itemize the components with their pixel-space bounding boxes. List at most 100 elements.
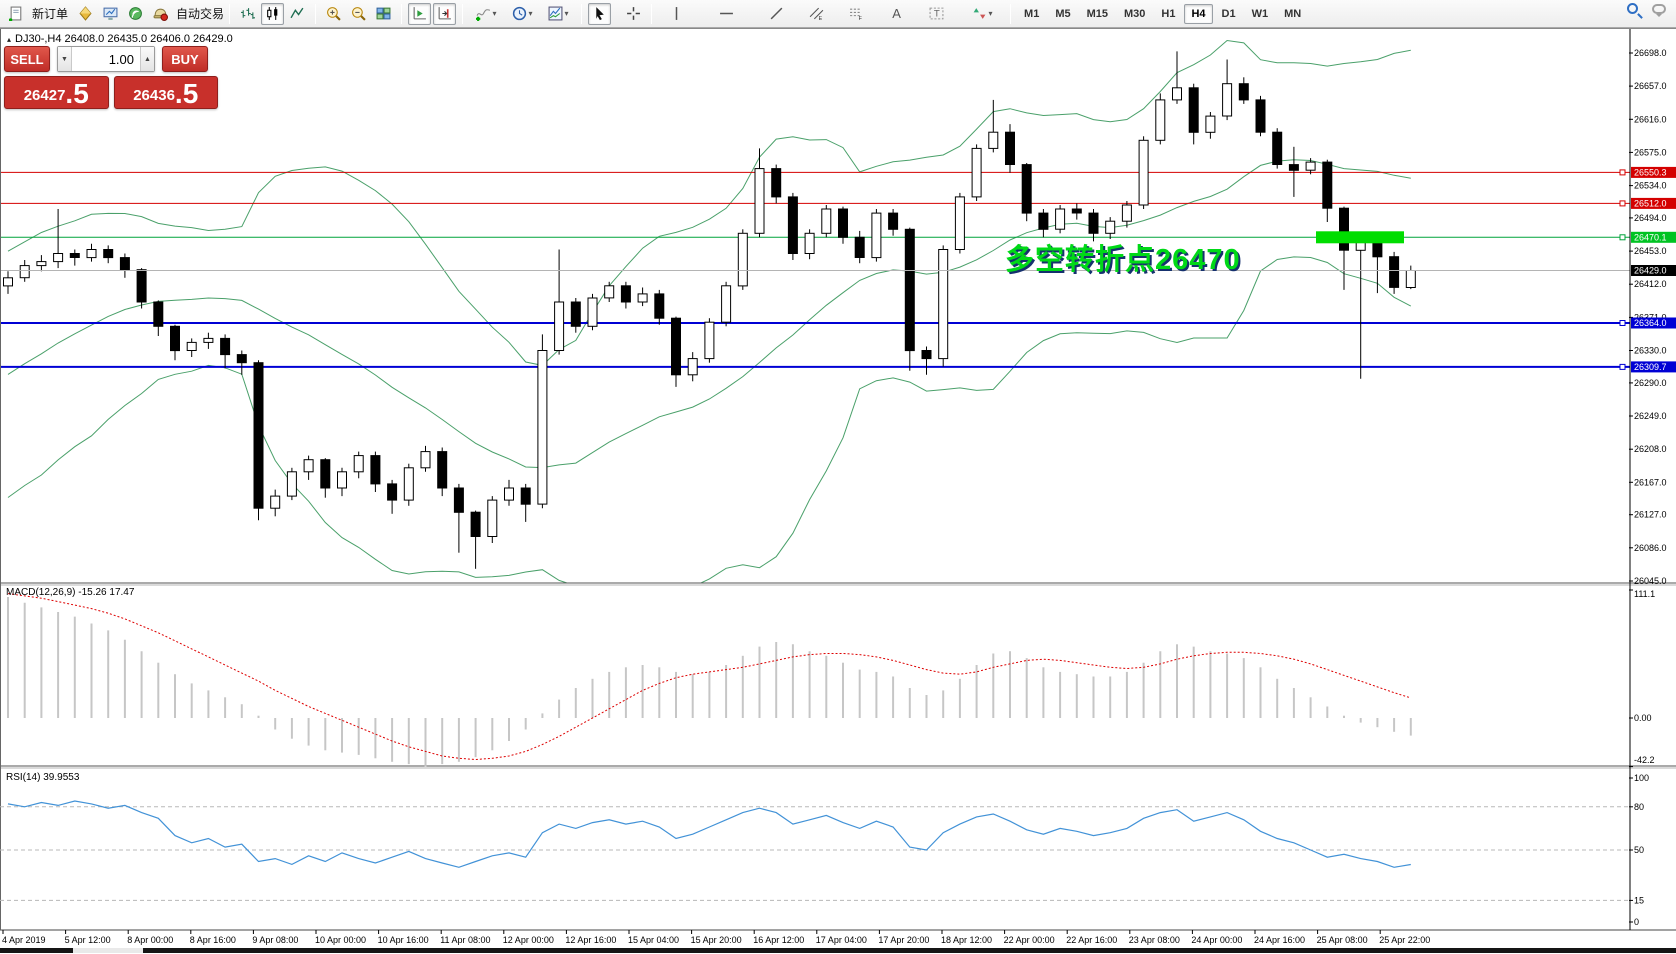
new-order-label[interactable]: 新订单 <box>32 7 69 21</box>
svg-text:17 Apr 04:00: 17 Apr 04:00 <box>816 935 867 945</box>
buy-price-display[interactable]: 26436.5 <box>113 76 218 109</box>
toolbar-separator <box>401 3 403 24</box>
line-handle[interactable] <box>1619 200 1626 207</box>
annotation-rectangle[interactable] <box>1316 231 1404 244</box>
symbol-ohlc-text: DJ30-,H4 26408.0 26435.0 26406.0 26429.0 <box>15 33 233 45</box>
chart-shift-icon <box>438 7 451 20</box>
toolbar-separator <box>1010 3 1012 24</box>
text-label-tool[interactable]: T <box>925 3 948 25</box>
bar-chart-icon <box>241 8 256 19</box>
macd-indicator-label: MACD(12,26,9) -15.26 17.47 <box>6 587 135 598</box>
tf-D1[interactable]: D1 <box>1221 7 1236 20</box>
arrows-tool[interactable]: ▾ <box>965 3 999 25</box>
text-tool-a-glyph: A <box>892 6 901 21</box>
template-icon <box>548 6 562 21</box>
horizontal-line-icon <box>720 12 733 15</box>
vertical-line-tool[interactable] <box>665 3 688 25</box>
chat-icon[interactable] <box>1652 3 1666 17</box>
svg-text:15 Apr 04:00: 15 Apr 04:00 <box>628 935 679 945</box>
add-indicator-button[interactable]: ▾ <box>469 3 503 25</box>
tf-M5[interactable]: M5 <box>1055 7 1071 20</box>
auto-scroll-button[interactable] <box>408 2 432 25</box>
tf-MN[interactable]: MN <box>1284 7 1302 20</box>
svg-text:10 Apr 16:00: 10 Apr 16:00 <box>378 935 429 945</box>
sell-button[interactable]: SELL <box>4 46 50 72</box>
svg-text:18 Apr 12:00: 18 Apr 12:00 <box>941 935 992 945</box>
candlestick-chart-button[interactable] <box>261 2 285 25</box>
svg-text:26429.0: 26429.0 <box>1634 266 1667 276</box>
cursor-icon <box>596 7 604 21</box>
text-tool[interactable]: A <box>885 3 908 25</box>
sell-price-display[interactable]: 26427.5 <box>4 76 109 109</box>
gold-diamond-icon <box>79 6 92 21</box>
svg-text:26309.7: 26309.7 <box>1634 362 1667 372</box>
svg-text:12 Apr 00:00: 12 Apr 00:00 <box>503 935 554 945</box>
svg-text:80: 80 <box>1634 802 1644 812</box>
buy-button[interactable]: BUY <box>162 46 208 72</box>
svg-text:26470.1: 26470.1 <box>1634 232 1667 242</box>
svg-text:26616.0: 26616.0 <box>1634 114 1667 124</box>
tf-M1[interactable]: M1 <box>1024 7 1040 20</box>
autotrading-label[interactable]: 自动交易 <box>176 7 225 21</box>
svg-text:26494.0: 26494.0 <box>1634 213 1667 223</box>
svg-text:-42.2: -42.2 <box>1634 755 1655 765</box>
svg-text:11 Apr 08:00: 11 Apr 08:00 <box>440 935 490 945</box>
svg-text:26167.0: 26167.0 <box>1634 477 1667 487</box>
autotrading-button[interactable] <box>149 3 172 25</box>
collapse-arrow-icon[interactable]: ▴ <box>7 35 12 44</box>
tf-W1[interactable]: W1 <box>1251 7 1269 20</box>
tile-windows-icon <box>376 7 391 20</box>
zoom-in-button[interactable] <box>322 3 345 25</box>
metaeditor-button[interactable] <box>74 3 97 25</box>
svg-text:22 Apr 00:00: 22 Apr 00:00 <box>1004 935 1055 945</box>
horizontal-lines[interactable] <box>0 169 1630 370</box>
tf-M30[interactable]: M30 <box>1124 7 1146 20</box>
rsi-indicator-label: RSI(14) 39.9553 <box>6 772 80 783</box>
signals-button[interactable] <box>124 3 147 25</box>
symbol-header[interactable]: ▴ DJ30-,H4 26408.0 26435.0 26406.0 26429.… <box>7 33 233 45</box>
search-icon[interactable] <box>1627 3 1638 14</box>
zoom-out-button[interactable] <box>347 3 370 25</box>
templates-button[interactable]: ▾ <box>541 3 575 25</box>
line-handle[interactable] <box>1619 234 1626 241</box>
svg-text:24 Apr 16:00: 24 Apr 16:00 <box>1254 935 1305 945</box>
svg-text:111.1: 111.1 <box>1634 589 1655 599</box>
tile-windows-button[interactable] <box>372 3 395 25</box>
scrollbar-thumb[interactable] <box>73 948 143 953</box>
line-chart-button[interactable] <box>286 3 309 25</box>
tf-H4[interactable]: H4 <box>1184 3 1213 24</box>
svg-text:22 Apr 16:00: 22 Apr 16:00 <box>1066 935 1117 945</box>
trendline-tool[interactable] <box>765 3 788 25</box>
volume-increase-button[interactable]: ▲ <box>140 47 154 71</box>
tf-M15[interactable]: M15 <box>1086 7 1108 20</box>
terminal-button[interactable] <box>99 3 122 25</box>
svg-text:26364.0: 26364.0 <box>1634 318 1667 328</box>
bar-chart-button[interactable] <box>236 3 259 25</box>
clock-icon <box>512 6 526 21</box>
tf-H1[interactable]: H1 <box>1161 7 1176 20</box>
svg-text:25 Apr 08:00: 25 Apr 08:00 <box>1317 935 1368 945</box>
fibonacci-tool[interactable]: F <box>845 3 868 25</box>
volume-input[interactable] <box>72 47 140 71</box>
svg-text:26575.0: 26575.0 <box>1634 147 1667 157</box>
chart-annotation-text[interactable]: 多空转折点26470 <box>1005 244 1241 276</box>
horizontal-scrollbar[interactable] <box>0 948 1676 953</box>
crosshair-tool-button[interactable] <box>622 3 645 25</box>
cursor-tool-button[interactable] <box>588 2 612 25</box>
channel-tool[interactable]: E <box>805 3 828 25</box>
periods-button[interactable]: ▾ <box>505 3 539 25</box>
line-handle[interactable] <box>1619 320 1626 326</box>
line-handle[interactable] <box>1619 363 1626 370</box>
timeframe-strip: M1 M5 M15 M30 H1 H4 D1 W1 MN <box>1016 3 1309 24</box>
horizontal-line-tool[interactable] <box>715 3 738 25</box>
dropdown-arrow-icon: ▾ <box>492 9 497 18</box>
line-handle[interactable] <box>1619 169 1626 176</box>
svg-text:0.00: 0.00 <box>1634 713 1652 723</box>
svg-text:F: F <box>859 16 863 21</box>
volume-decrease-button[interactable]: ▼ <box>58 47 72 71</box>
new-order-button[interactable] <box>5 3 28 25</box>
svg-text:26330.0: 26330.0 <box>1634 346 1667 356</box>
macd-signal-line <box>7 593 1411 761</box>
chart-shift-button[interactable] <box>433 2 457 25</box>
main-toolbar: 新订单 自动交易 ▾ ▾ <box>0 0 1676 28</box>
